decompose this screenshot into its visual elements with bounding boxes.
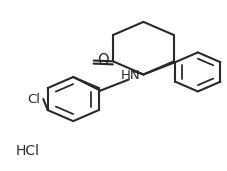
Text: HN: HN (121, 69, 140, 82)
Text: O: O (96, 53, 108, 68)
Text: Cl: Cl (28, 93, 41, 106)
Text: HCl: HCl (15, 144, 39, 158)
